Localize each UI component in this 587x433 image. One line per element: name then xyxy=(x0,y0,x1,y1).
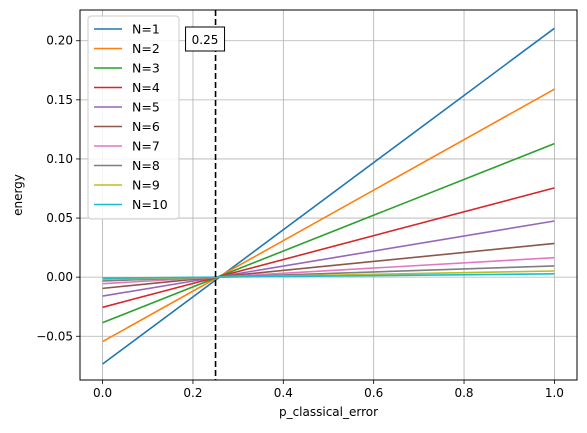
legend-box xyxy=(87,15,180,220)
x-tick-label: 0.2 xyxy=(183,386,202,400)
legend-label: N=3 xyxy=(132,61,160,76)
legend-label: N=4 xyxy=(132,80,160,95)
x-axis-ticks: 0.0 0.2 0.4 0.6 0.8 1.0 xyxy=(93,380,564,400)
y-tick-label: 0.10 xyxy=(46,152,73,166)
legend-label: N=8 xyxy=(132,158,160,173)
reference-annotation: 0.25 xyxy=(185,26,226,52)
x-tick-label: 0.0 xyxy=(93,386,112,400)
plot-frame xyxy=(79,9,578,381)
x-axis-title: p_classical_error xyxy=(279,405,378,419)
series-line-n-3 xyxy=(102,142,555,324)
legend-label: N=2 xyxy=(132,41,160,56)
y-tick-label: 0.00 xyxy=(46,270,73,284)
x-tick-label: 1.0 xyxy=(545,386,564,400)
legend-label: N=1 xyxy=(132,22,160,37)
series-line-n-1 xyxy=(102,27,555,365)
series-line-n-7 xyxy=(102,256,555,285)
y-axis-title: energy xyxy=(11,174,25,216)
annotation-box xyxy=(185,26,226,52)
legend-label: N=7 xyxy=(132,139,160,154)
x-tick-label: 0.4 xyxy=(274,386,293,400)
y-tick-label: 0.15 xyxy=(46,93,73,107)
x-tick-label: 0.6 xyxy=(364,386,383,400)
annotation-label: 0.25 xyxy=(192,33,219,47)
y-tick-label: 0.05 xyxy=(46,211,73,225)
y-axis-ticks: −0.05 0.00 0.05 0.10 0.15 0.20 xyxy=(36,34,80,343)
legend-label: N=5 xyxy=(132,100,160,115)
legend: N=1 N=2 N=3 N=4 N=5 N=6 N=7 N=8 N=9 N=10 xyxy=(87,15,180,220)
legend-label: N=6 xyxy=(132,119,160,134)
series-line-n-6 xyxy=(102,242,555,290)
legend-label: N=10 xyxy=(132,197,168,212)
series-line-n-2 xyxy=(102,88,555,343)
legend-label: N=9 xyxy=(132,178,160,193)
y-tick-label: −0.05 xyxy=(36,329,73,343)
y-tick-label: 0.20 xyxy=(46,34,73,48)
series-lines xyxy=(102,27,555,365)
series-line-n-5 xyxy=(102,220,555,297)
x-tick-label: 0.8 xyxy=(454,386,473,400)
series-line-n-4 xyxy=(102,187,555,309)
series-line-n-10 xyxy=(102,273,555,280)
